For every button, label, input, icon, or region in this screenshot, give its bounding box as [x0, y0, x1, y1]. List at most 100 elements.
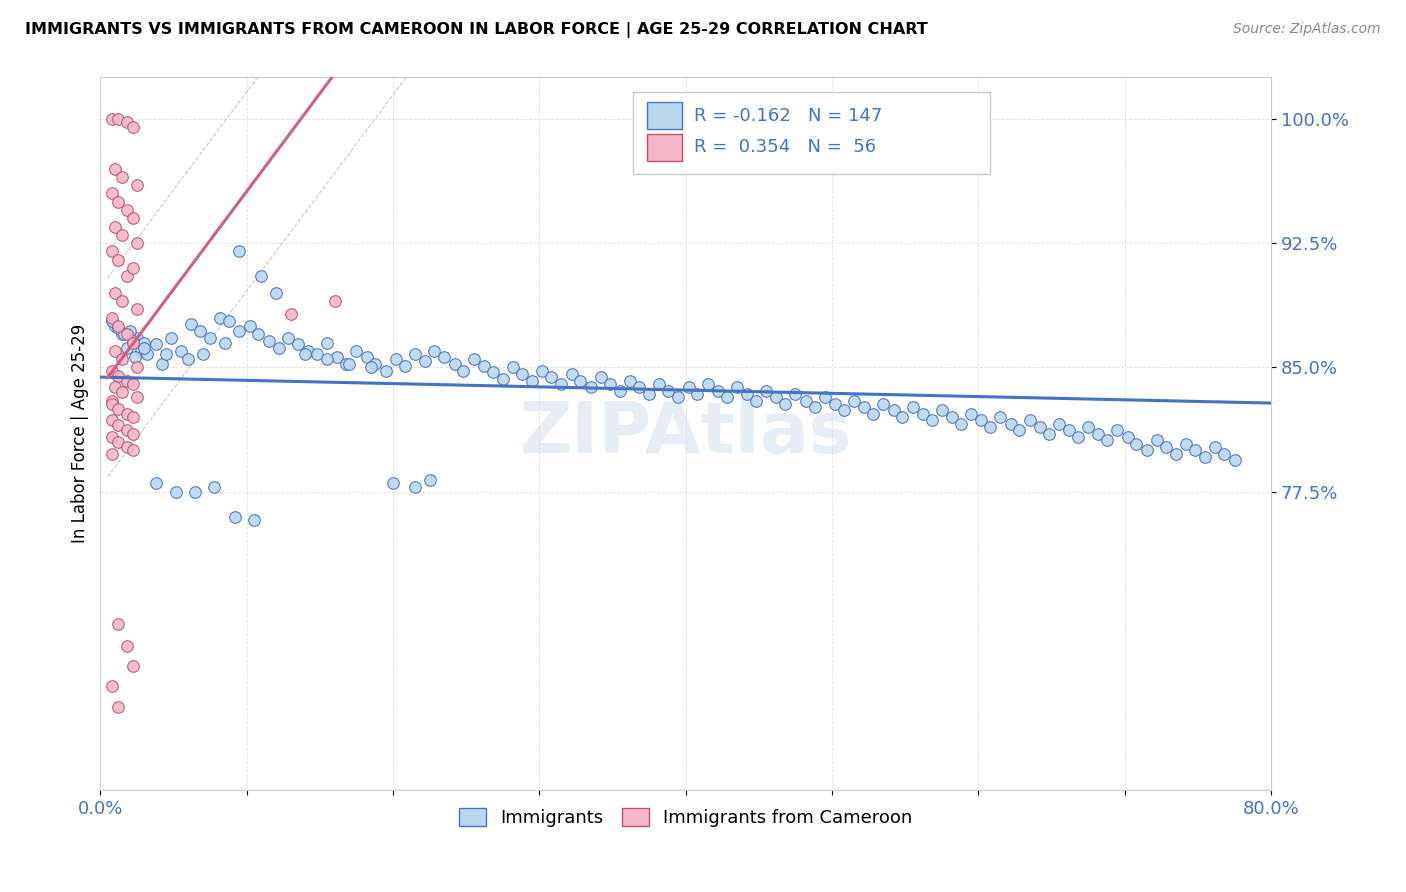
Point: [101, 393, 124, 408]
Point: [228, 244, 250, 259]
Point: [1223, 453, 1246, 467]
Point: [394, 359, 416, 373]
Point: [356, 351, 378, 365]
Point: [755, 384, 778, 398]
Point: [520, 374, 543, 388]
Point: [125, 302, 148, 317]
Point: [107, 318, 129, 333]
Point: [125, 390, 148, 404]
Point: [257, 334, 280, 348]
Point: [101, 310, 124, 325]
Point: [214, 335, 236, 350]
Point: [165, 484, 187, 499]
Point: [668, 390, 690, 404]
Point: [243, 513, 266, 527]
Point: [239, 318, 262, 333]
Point: [696, 376, 718, 391]
Point: [101, 364, 124, 378]
Point: [121, 410, 143, 425]
Point: [794, 393, 817, 408]
Point: [561, 367, 583, 381]
Point: [104, 219, 127, 234]
Point: [247, 327, 270, 342]
Point: [1029, 420, 1052, 434]
Point: [872, 397, 894, 411]
Point: [443, 357, 465, 371]
Point: [648, 376, 671, 391]
Point: [970, 413, 993, 427]
Point: [101, 413, 124, 427]
Point: [619, 374, 641, 388]
Point: [686, 387, 709, 401]
Point: [1095, 434, 1118, 448]
Point: [104, 318, 127, 333]
Point: [121, 260, 143, 275]
Point: [988, 410, 1011, 425]
Point: [155, 347, 177, 361]
Point: [287, 337, 309, 351]
Point: [979, 420, 1001, 434]
Point: [657, 384, 679, 398]
Point: [745, 393, 768, 408]
Point: [101, 244, 124, 259]
Point: [121, 334, 143, 348]
Point: [104, 380, 127, 394]
Point: [115, 115, 138, 129]
Point: [1194, 450, 1216, 464]
Point: [101, 186, 124, 201]
Point: [1087, 426, 1109, 441]
Point: [360, 360, 382, 375]
Point: [104, 161, 127, 176]
Point: [101, 112, 124, 126]
Point: [107, 368, 129, 383]
Point: [579, 380, 602, 394]
Point: [250, 269, 273, 284]
Point: [550, 376, 572, 391]
Point: [107, 700, 129, 714]
Point: [1205, 440, 1227, 454]
Point: [104, 285, 127, 300]
Point: [111, 294, 134, 309]
Point: [785, 387, 807, 401]
Point: [931, 403, 953, 417]
Point: [170, 343, 193, 358]
Point: [125, 236, 148, 251]
Point: [1018, 413, 1040, 427]
Point: [111, 327, 134, 342]
Point: [883, 403, 905, 417]
Y-axis label: In Labor Force | Age 25-29: In Labor Force | Age 25-29: [72, 324, 89, 543]
Point: [131, 343, 153, 358]
Point: [115, 327, 138, 342]
Point: [832, 403, 855, 417]
Point: [1047, 417, 1070, 431]
Text: R = -0.162   N = 147: R = -0.162 N = 147: [695, 107, 883, 125]
Point: [453, 364, 475, 378]
Point: [862, 407, 884, 421]
Point: [716, 390, 738, 404]
Point: [1067, 430, 1090, 444]
Text: R =  0.354   N =  56: R = 0.354 N = 56: [695, 138, 876, 156]
Point: [111, 227, 134, 242]
Point: [707, 384, 730, 398]
Point: [111, 169, 134, 184]
Point: [115, 374, 138, 388]
Point: [419, 473, 441, 487]
Point: [803, 400, 825, 414]
Point: [136, 347, 159, 361]
Point: [224, 509, 246, 524]
Point: [121, 211, 143, 226]
Point: [177, 352, 200, 367]
Point: [218, 314, 240, 328]
Point: [188, 324, 211, 338]
Point: [277, 330, 299, 344]
Point: [118, 324, 141, 338]
Point: [264, 285, 287, 300]
Point: [725, 380, 748, 394]
Point: [121, 443, 143, 458]
Point: [382, 476, 405, 491]
Point: [115, 269, 138, 284]
Point: [101, 446, 124, 460]
Point: [481, 365, 503, 379]
Point: [1146, 434, 1168, 448]
Point: [960, 407, 983, 421]
